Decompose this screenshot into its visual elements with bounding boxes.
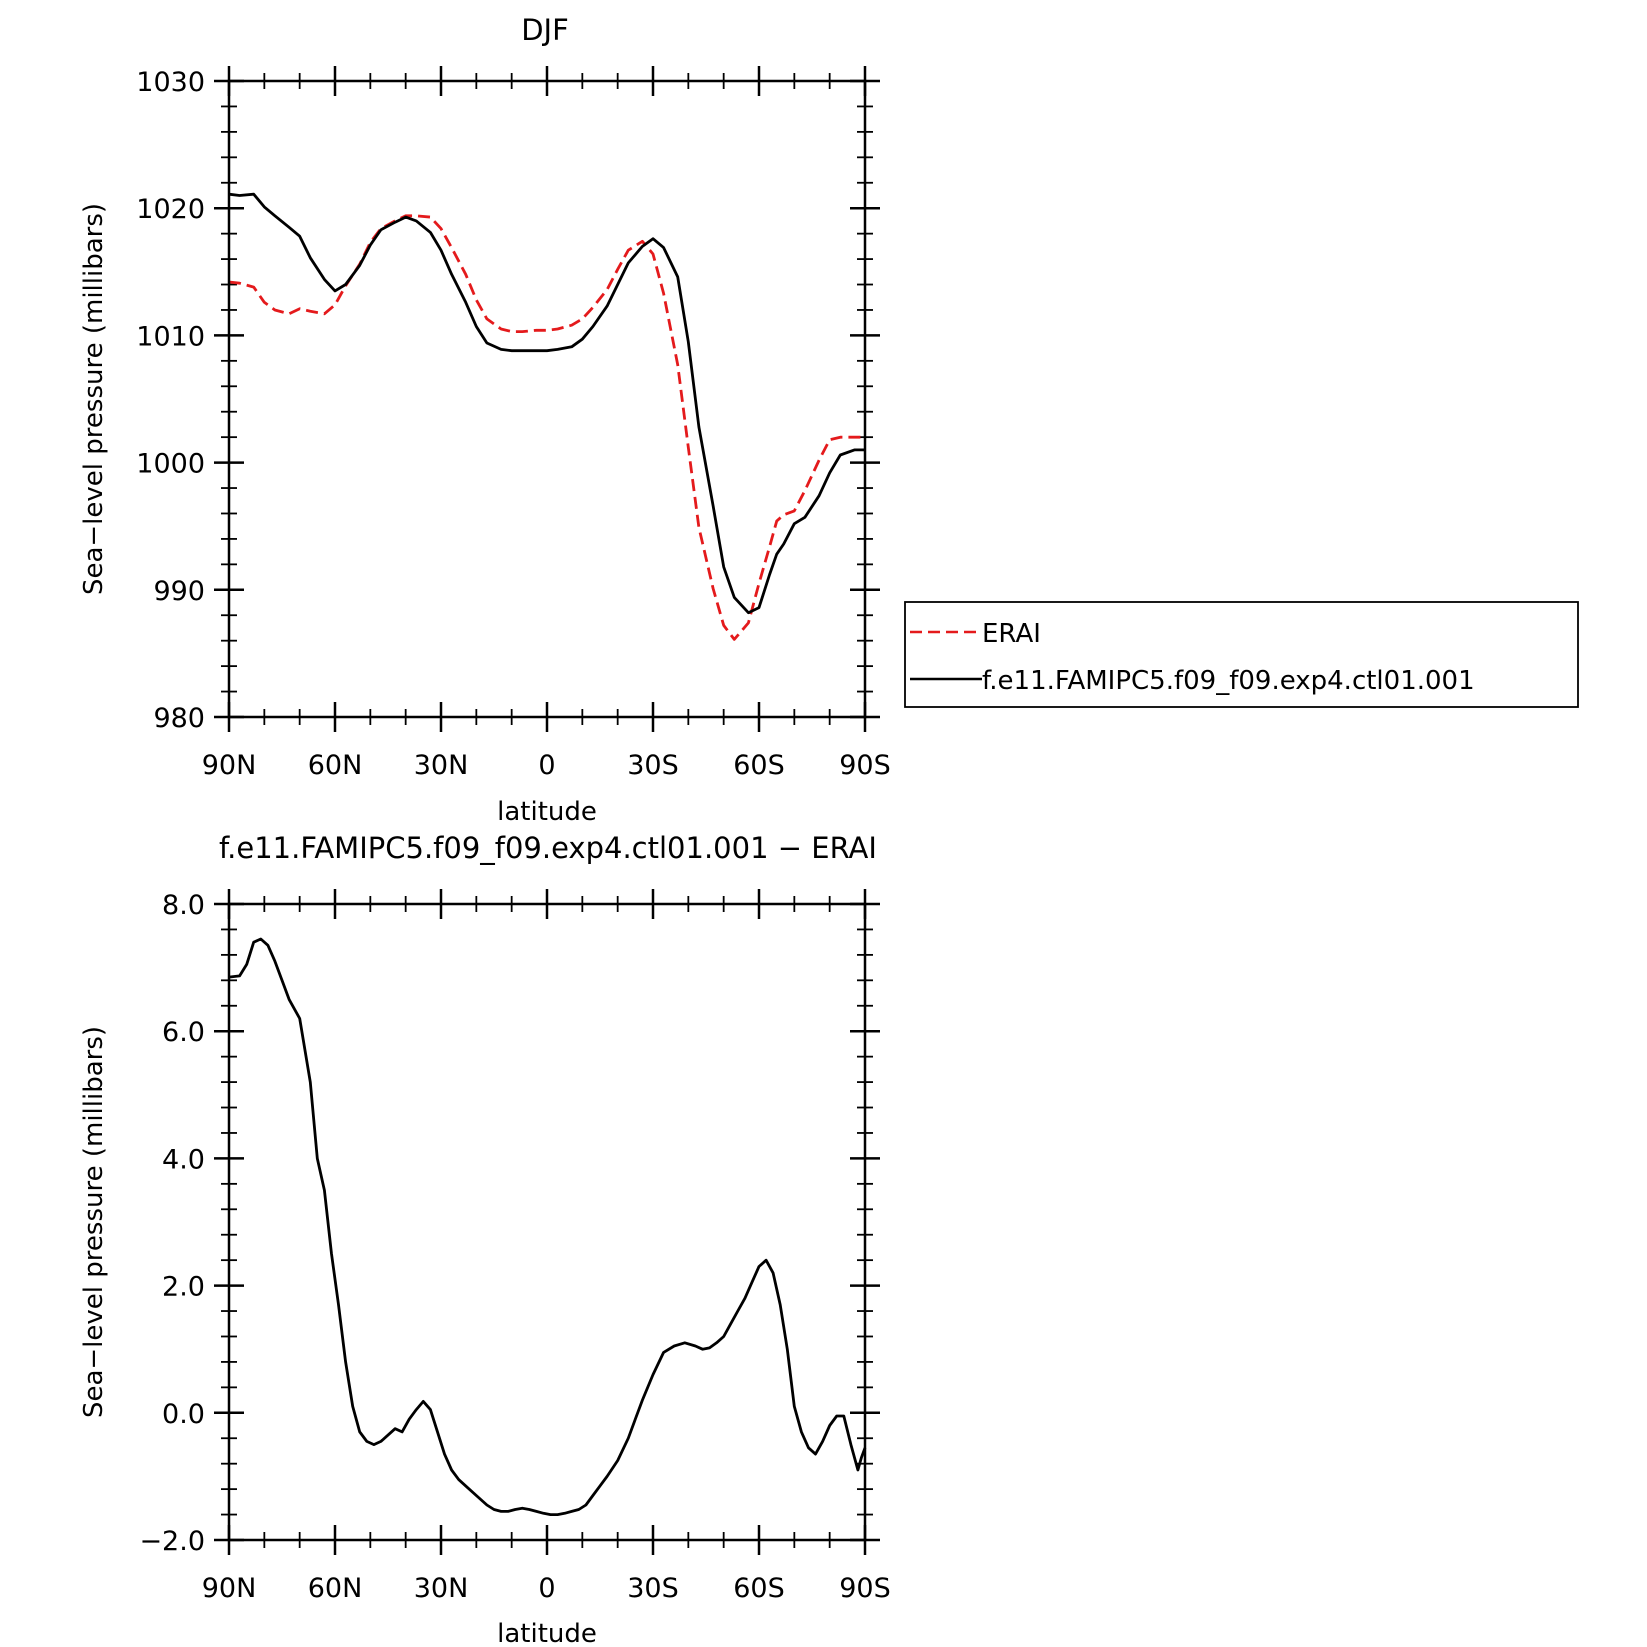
x-tick-label: 90S (839, 1573, 891, 1604)
panel-djf: DJF 980 990 1000 1010 1020 1030 90N 60N 30N 0 30S… (79, 13, 1579, 827)
series-line-erai (228, 214, 865, 641)
x-tick-label: 60S (733, 1573, 785, 1604)
chart-title: f.e11.FAMIPC5.f09_f09.exp4.ctl01.001 − E… (219, 831, 877, 865)
y-axis-label: Sea−level pressure (millibars) (79, 1026, 109, 1418)
x-tick-label: 60N (308, 1573, 363, 1604)
series-lines (228, 937, 867, 1516)
x-tick-label: 60N (308, 750, 363, 781)
x-tick-label: 0 (538, 1573, 555, 1604)
x-tick-label: 30S (627, 1573, 679, 1604)
series-line-difference-0 (228, 937, 867, 1516)
series-lines (228, 192, 865, 641)
y-tick-label: −2.0 (139, 1526, 205, 1557)
y-tick-label: 980 (153, 703, 205, 734)
x-tick-labels: 90N 60N 30N 0 30S 60S 90S (202, 750, 891, 781)
y-tick-label: 1010 (136, 321, 205, 352)
x-axis-label: latitude (497, 1619, 597, 1647)
plot-frame (227, 79, 867, 719)
y-tick-label: 8.0 (162, 890, 205, 921)
y-axis-label: Sea−level pressure (millibars) (79, 203, 109, 595)
tick-marks (214, 66, 880, 732)
x-axis-label: latitude (497, 797, 597, 827)
chart-title: DJF (521, 13, 569, 47)
y-tick-label: 1030 (136, 67, 205, 98)
plot-frame (227, 902, 867, 1542)
legend-box (904, 601, 1579, 708)
tick-marks (214, 889, 880, 1555)
x-tick-label: 90N (202, 1573, 257, 1604)
y-tick-labels: 980 990 1000 1010 1020 1030 (136, 67, 205, 734)
y-tick-label: 2.0 (162, 1272, 205, 1303)
legend-label-erai: ERAI (982, 619, 1041, 649)
y-tick-labels: −2.0 0.0 2.0 4.0 6.0 8.0 (139, 890, 205, 1557)
x-tick-label: 90S (839, 750, 891, 781)
x-tick-label: 60S (733, 750, 785, 781)
y-tick-label: 6.0 (162, 1017, 205, 1048)
x-tick-label: 30N (414, 750, 469, 781)
y-tick-label: 0.0 (162, 1399, 205, 1430)
series-line-f-e11-famipc5-f09-f09-exp4-ctl01-001 (228, 192, 865, 615)
panel-difference: f.e11.FAMIPC5.f09_f09.exp4.ctl01.001 − E… (79, 831, 891, 1647)
x-tick-label: 30S (627, 750, 679, 781)
legend: ERAI f.e11.FAMIPC5.f09_f09.exp4.ctl01.00… (904, 601, 1579, 708)
y-tick-label: 990 (153, 576, 205, 607)
y-tick-label: 1000 (136, 449, 205, 480)
x-tick-label: 0 (538, 750, 555, 781)
y-tick-label: 4.0 (162, 1144, 205, 1175)
x-tick-labels: 90N 60N 30N 0 30S 60S 90S (202, 1573, 891, 1604)
x-tick-label: 90N (202, 750, 257, 781)
y-tick-label: 1020 (136, 194, 205, 225)
legend-label-model: f.e11.FAMIPC5.f09_f09.exp4.ctl01.001 (982, 666, 1475, 696)
x-tick-label: 30N (414, 1573, 469, 1604)
